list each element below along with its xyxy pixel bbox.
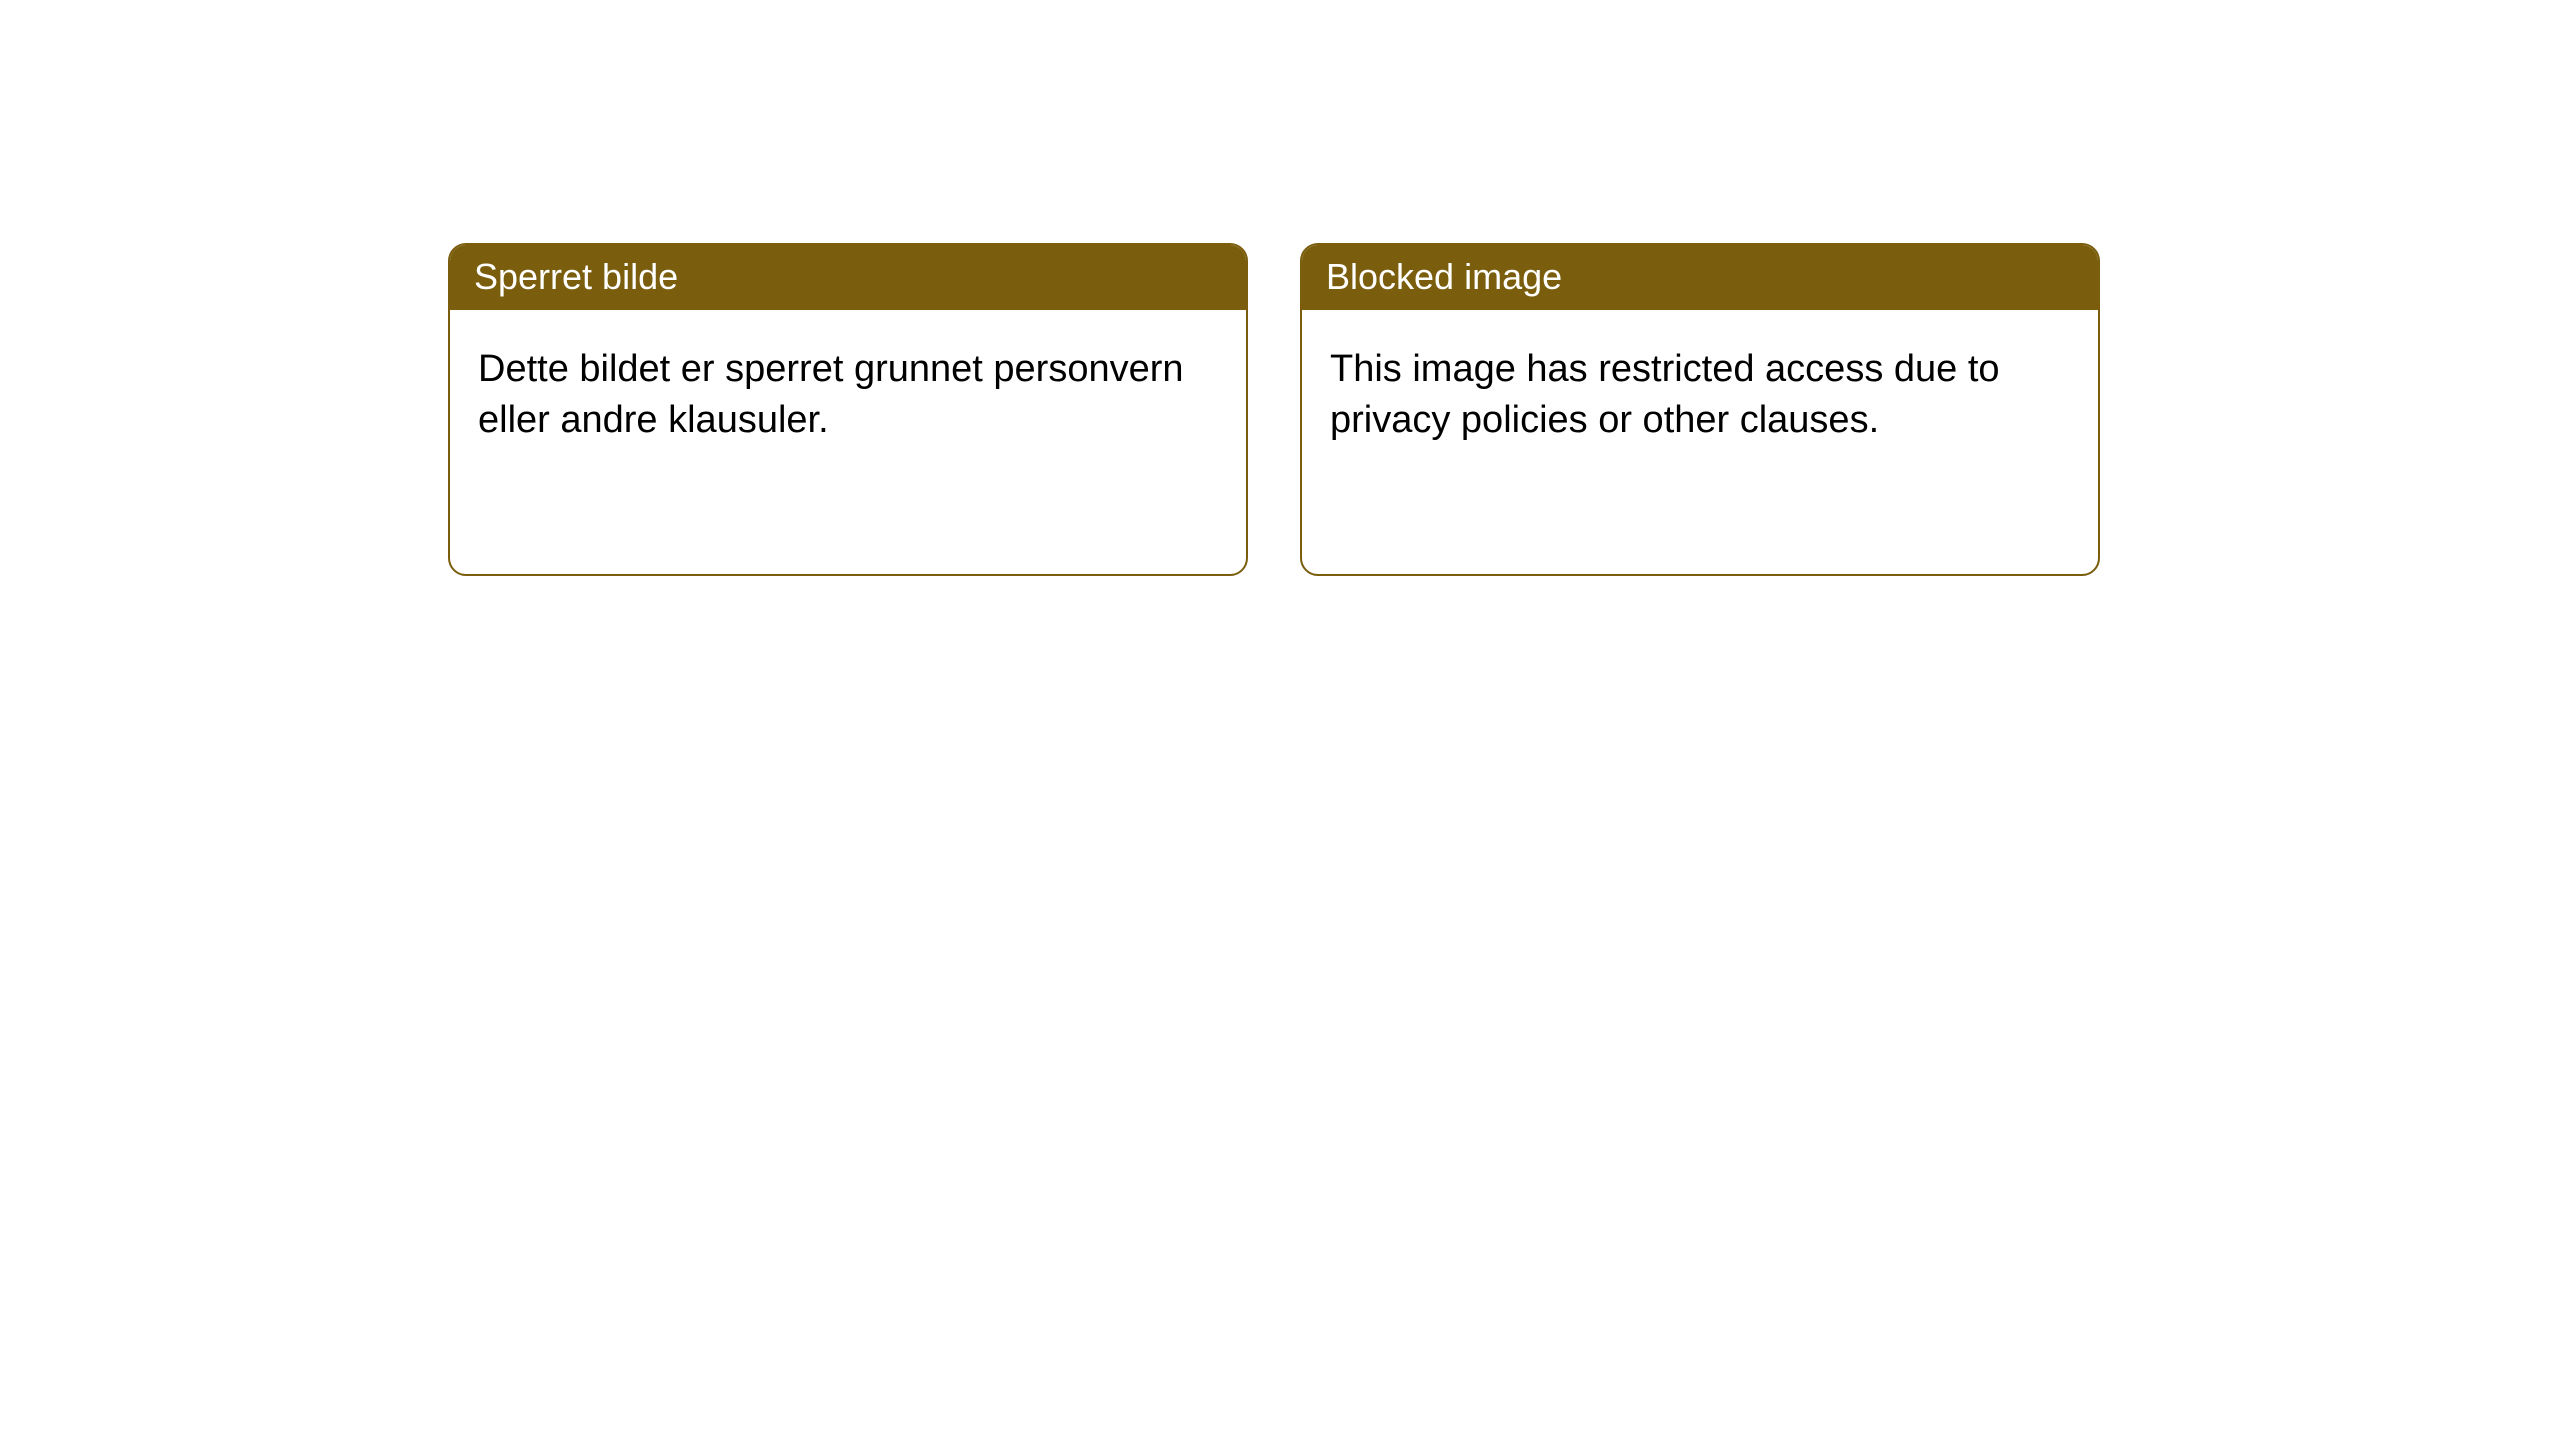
notice-card-en: Blocked image This image has restricted … bbox=[1300, 243, 2100, 576]
notice-body-en: This image has restricted access due to … bbox=[1302, 310, 2098, 475]
notice-header-no: Sperret bilde bbox=[450, 245, 1246, 310]
notice-body-no: Dette bildet er sperret grunnet personve… bbox=[450, 310, 1246, 475]
notice-container: Sperret bilde Dette bildet er sperret gr… bbox=[448, 243, 2100, 576]
notice-card-no: Sperret bilde Dette bildet er sperret gr… bbox=[448, 243, 1248, 576]
notice-header-en: Blocked image bbox=[1302, 245, 2098, 310]
